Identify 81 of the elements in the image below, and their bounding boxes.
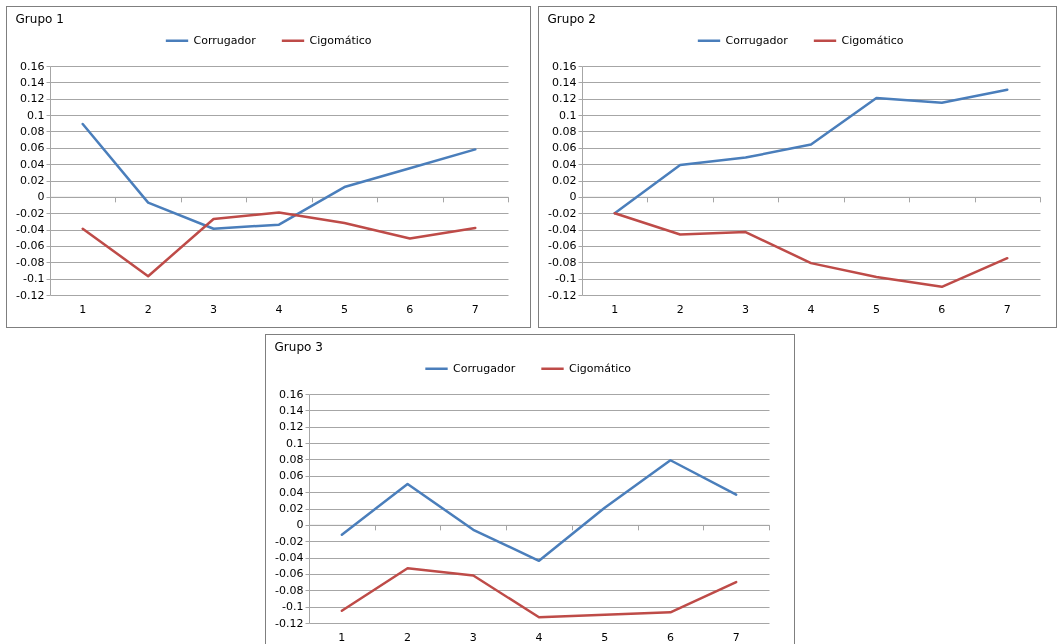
- y-tick-label: 0.14: [279, 403, 304, 417]
- legend-label: Cigomático: [841, 33, 904, 47]
- y-tick-label: 0.08: [279, 452, 304, 466]
- y-tick-label: 0.12: [279, 420, 304, 434]
- y-tick-label: -0.12: [548, 288, 577, 302]
- y-tick-label: -0.04: [548, 223, 577, 237]
- x-tick-label: 5: [601, 630, 609, 644]
- y-tick-label: 0.16: [552, 59, 577, 73]
- line-series: [613, 88, 1009, 215]
- y-tick-label: -0.1: [555, 272, 577, 286]
- y-tick-label: -0.08: [548, 255, 577, 269]
- x-tick-label: 2: [144, 302, 152, 316]
- y-tick-label: -0.06: [548, 239, 577, 253]
- y-tick-label: 0.08: [20, 124, 45, 138]
- chart-title: Grupo 3: [274, 340, 323, 354]
- line-series: [81, 211, 477, 278]
- y-tick-label: 0: [37, 190, 45, 204]
- chart-title: Grupo 1: [15, 12, 64, 26]
- x-tick-label: 1: [338, 630, 346, 644]
- x-tick-label: 3: [469, 630, 477, 644]
- y-tick-label: 0: [569, 190, 577, 204]
- x-tick-label: 4: [535, 630, 543, 644]
- y-tick-label: -0.08: [275, 583, 304, 597]
- y-tick-label: 0.08: [552, 124, 577, 138]
- y-tick-label: -0.06: [275, 567, 304, 581]
- y-tick-label: 0.1: [286, 436, 304, 450]
- y-tick-label: 0.02: [20, 174, 45, 187]
- y-tick-label: 0.06: [552, 141, 577, 155]
- line-series: [340, 459, 738, 563]
- y-tick-label: 0.02: [552, 174, 577, 187]
- x-tick-label: 6: [938, 302, 946, 316]
- x-tick-label: 1: [79, 302, 87, 316]
- y-tick-label: -0.04: [275, 551, 304, 565]
- x-tick-label: 7: [732, 630, 740, 644]
- y-tick-label: 0.12: [20, 92, 45, 106]
- x-tick-label: 2: [676, 302, 684, 316]
- x-tick-label: 1: [611, 302, 619, 316]
- y-tick-label: -0.02: [275, 534, 304, 548]
- y-tick-label: 0.06: [279, 469, 304, 483]
- y-tick-label: -0.08: [16, 255, 45, 269]
- x-tick-label: 7: [1003, 302, 1011, 316]
- x-tick-label: 7: [471, 302, 479, 316]
- y-tick-label: 0.04: [552, 157, 577, 171]
- chart-title: Grupo 2: [547, 12, 596, 26]
- legend-label: Corrugador: [725, 33, 789, 47]
- legend-label: Corrugador: [453, 361, 516, 375]
- x-tick-label: 5: [340, 302, 348, 316]
- x-tick-label: 5: [872, 302, 880, 316]
- y-tick-label: 0.04: [279, 485, 304, 499]
- line-series: [340, 566, 738, 619]
- line-series: [81, 122, 477, 230]
- x-tick-label: 3: [742, 302, 750, 316]
- y-tick-label: -0.02: [548, 206, 577, 220]
- y-tick-label: -0.06: [16, 239, 45, 253]
- y-tick-label: -0.12: [16, 288, 45, 302]
- legend-label: Corrugador: [193, 33, 257, 47]
- x-tick-label: 6: [406, 302, 414, 316]
- y-tick-label: -0.1: [23, 272, 45, 286]
- y-tick-label: 0.1: [27, 108, 45, 122]
- y-tick-label: 0.12: [552, 92, 577, 106]
- legend-label: Cigomático: [309, 33, 372, 47]
- y-tick-label: 0.14: [20, 75, 45, 89]
- y-tick-label: 0.06: [20, 141, 45, 155]
- y-tick-label: -0.12: [275, 616, 304, 630]
- y-tick-label: -0.1: [282, 600, 304, 614]
- y-tick-label: 0.04: [20, 157, 45, 171]
- x-tick-label: 4: [275, 302, 283, 316]
- x-tick-label: 2: [404, 630, 412, 644]
- x-tick-label: 3: [210, 302, 218, 316]
- y-tick-label: 0.14: [552, 75, 577, 89]
- legend-label: Cigomático: [569, 361, 632, 375]
- y-tick-label: -0.02: [16, 206, 45, 220]
- y-tick-label: 0: [296, 518, 304, 532]
- y-tick-label: 0.1: [559, 108, 577, 122]
- x-tick-label: 6: [666, 630, 674, 644]
- y-tick-label: -0.04: [16, 223, 45, 237]
- x-tick-label: 4: [807, 302, 815, 316]
- y-tick-label: 0.16: [279, 387, 304, 401]
- line-series: [613, 211, 1009, 289]
- y-tick-label: 0.02: [279, 502, 304, 515]
- y-tick-label: 0.16: [20, 59, 45, 73]
